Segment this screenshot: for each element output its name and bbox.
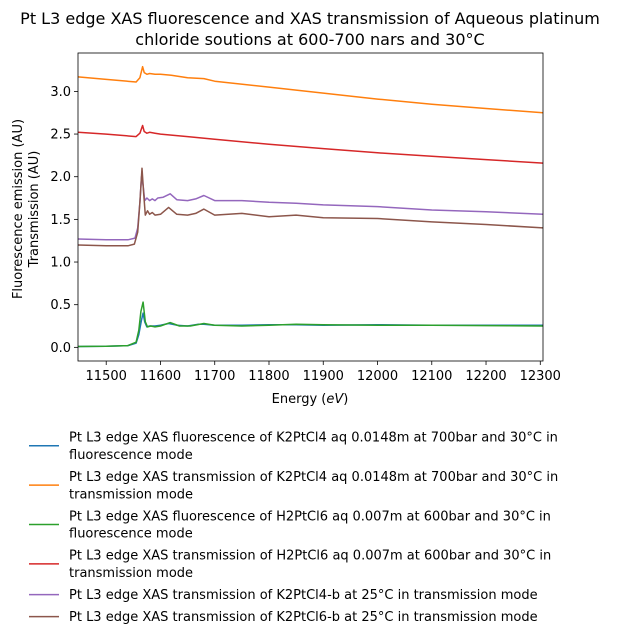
x-tick-label: 12300: [520, 369, 561, 384]
series-line-6: [78, 167, 543, 247]
chart-title-line-2: chloride soutions at 600-700 nars and 30…: [135, 30, 484, 49]
legend-label-5: Pt L3 edge XAS transmission of K2PtCl4-b…: [69, 588, 538, 603]
legend-label-3: Pt L3 edge XAS fluorescence of H2PtCl6 a…: [69, 509, 551, 524]
y-tick-label: 0.0: [50, 341, 71, 356]
legend-label-1: fluorescence mode: [69, 448, 193, 463]
x-tick-label: 12100: [411, 369, 452, 384]
series-line-2: [78, 65, 543, 114]
legend-label-4: Pt L3 edge XAS transmission of H2PtCl6 a…: [69, 549, 551, 564]
plot-frame: [77, 52, 544, 362]
y-tick-label: 1.5: [50, 213, 71, 228]
y-tick-label: 0.5: [50, 298, 71, 313]
x-tick-label: 11800: [248, 369, 289, 384]
axes-layer: 11500 11600 11700 11800 11900 12000 12100 12200…: [50, 52, 561, 384]
y-tick-label: 3.0: [50, 85, 71, 100]
series-line-4: [78, 124, 543, 164]
x-tick-label: 12000: [357, 369, 398, 384]
x-tick-label: 12200: [465, 369, 506, 384]
y-axis-label-line-2: Transmission (AU): [27, 151, 42, 269]
x-tick-label: 11700: [194, 369, 235, 384]
legend-label-3: fluorescence mode: [69, 527, 193, 542]
legend-label-2: transmission mode: [69, 487, 193, 502]
chart-title-line-1: Pt L3 edge XAS fluorescence and XAS tran…: [20, 9, 600, 28]
x-tick-label: 11900: [303, 369, 344, 384]
y-tick-label: 1.0: [50, 256, 71, 271]
x-axis-label: Energy (eV): [272, 392, 349, 407]
legend-label-2: Pt L3 edge XAS transmission of K2PtCl4 a…: [69, 470, 558, 485]
x-tick-label: 11600: [140, 369, 181, 384]
legend-label-6: Pt L3 edge XAS transmission of K2PtCl6-b…: [69, 610, 538, 625]
y-axis-label-line-1: Fluorescence emission (AU): [11, 119, 26, 299]
y-tick-label: 2.5: [50, 128, 71, 143]
legend-label-4: transmission mode: [69, 566, 193, 581]
legend-label-1: Pt L3 edge XAS fluorescence of K2PtCl4 a…: [69, 431, 558, 446]
series-layer: [78, 65, 543, 348]
series-line-3: [78, 301, 543, 348]
x-tick-label: 11500: [86, 369, 127, 384]
legend: Pt L3 edge XAS fluorescence of K2PtCl4 a…: [29, 431, 558, 625]
y-tick-label: 2.0: [50, 170, 71, 185]
